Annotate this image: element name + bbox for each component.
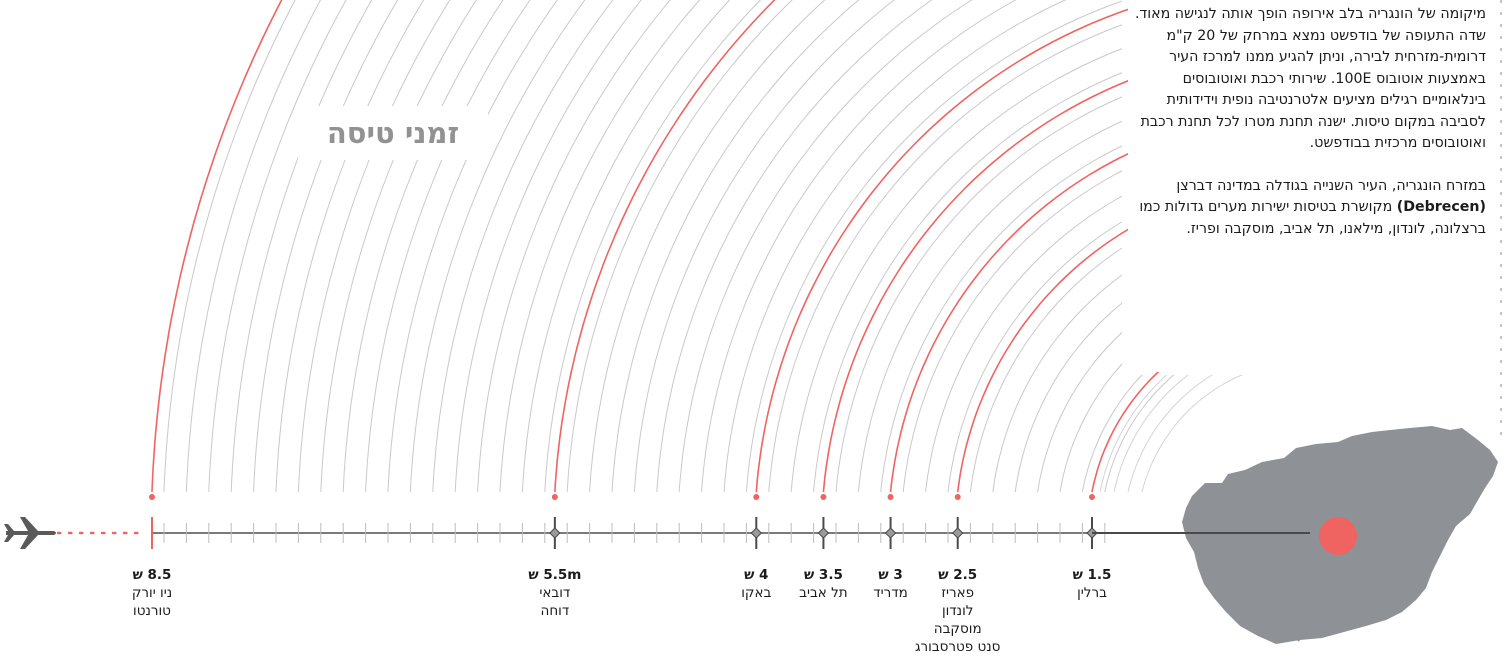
destination-city: סנט פטרסבורג [914, 639, 1001, 655]
gray-arc [589, 0, 826, 493]
destination-city: טורנטו [133, 603, 171, 619]
gray-arc [185, 0, 322, 493]
flight-label: 8.5 ש ניו יורק טורנטו [82, 566, 222, 620]
gray-arc [857, 83, 1254, 493]
flight-time: 4 ש [744, 567, 769, 583]
gray-arc [230, 0, 373, 493]
destination-city: פאריז [941, 585, 975, 601]
red-arc-5.5 [554, 0, 776, 493]
flight-label: 3 ש מדריד [821, 566, 961, 602]
flight-label: 5.5m ש דובאי דוחה [485, 566, 625, 620]
destination-dot [1089, 494, 1095, 500]
edge-dash-marks [1500, 0, 1502, 440]
destination-dot [753, 494, 760, 500]
gray-arc [925, 149, 1265, 493]
tick-diamond [884, 527, 897, 539]
gray-arc [432, 0, 614, 493]
gray-arc [320, 0, 477, 493]
flight-label: 4 ש באקו [686, 566, 826, 602]
tick-diamond [952, 527, 964, 539]
destination-dot [551, 494, 558, 500]
budapest-dot-icon [1319, 517, 1357, 555]
gray-arc [835, 59, 1269, 493]
gray-arc [365, 0, 531, 493]
flight-time: 3.5 ש [803, 567, 843, 583]
destination-dot [820, 494, 827, 500]
text-backdrop-top [1128, 0, 1505, 372]
destination-city: מוסקבה [933, 621, 982, 637]
destination-city: דוחה [540, 603, 570, 619]
gray-arc [947, 173, 1254, 493]
destination-city: ניו יורק [131, 585, 173, 601]
gray-arc [566, 0, 793, 493]
map-border-detail [1246, 430, 1449, 642]
diagram-title: זמני טיסה [326, 116, 460, 150]
destination-city: תל אביב [799, 585, 848, 601]
flight-time: 3 ש [878, 567, 903, 583]
destination-dot [149, 494, 155, 500]
gray-arc [521, 0, 731, 493]
destination-dot [887, 494, 894, 500]
gray-arc [387, 0, 558, 493]
flight-time: 2.5 ש [938, 567, 978, 583]
description-paragraph-1: מיקומה של הונגריה בלב אירופה הופך אותה ל… [1135, 6, 1486, 151]
flight-label: 1.5 ש ברלין [1022, 566, 1162, 602]
description-text: מיקומה של הונגריה בלב אירופה הופך אותה ל… [1128, 4, 1486, 261]
destination-city: מדריד [873, 585, 908, 601]
debrecen-name: (Debrecen) [1396, 199, 1486, 215]
gray-arc [1141, 365, 1269, 493]
description-paragraph-2: במזרח הונגריה, העיר השנייה בגודלה במדינה… [1139, 177, 1486, 237]
tick-diamond [817, 527, 830, 539]
diagram-title-box: זמני טיסה [298, 106, 488, 160]
gray-arc [678, 0, 973, 493]
gray-arc [208, 0, 347, 493]
gray-arc [163, 0, 296, 493]
gray-arc [633, 0, 895, 493]
flight-time: 8.5 ש [132, 567, 172, 583]
airplane-shape [4, 517, 56, 549]
destination-dot [954, 494, 961, 500]
gray-arc [477, 0, 671, 493]
gray-arc [544, 0, 762, 493]
gray-arc [880, 107, 1243, 493]
gray-arc [768, 0, 1217, 493]
gray-arc [656, 0, 933, 493]
gray-arc [499, 0, 701, 493]
flight-label: 3.5 ש תל אביב [753, 566, 893, 602]
gray-arc [611, 0, 860, 493]
tick-diamond [750, 527, 762, 539]
flight-label: 2.5 ש פאריז לונדון מוסקבה סנט פטרסבורג [888, 566, 1028, 656]
flight-time: 5.5m ש [528, 567, 582, 583]
destination-city: באקו [741, 585, 772, 601]
red-arc-2.5 [956, 179, 1287, 493]
gray-arc [701, 0, 1017, 493]
gray-arc [297, 0, 451, 493]
gray-arc [745, 0, 1127, 493]
red-arc-3.5 [822, 47, 1262, 493]
red-arc-3 [889, 113, 1275, 493]
red-arc-4 [755, 0, 1161, 493]
airplane-icon [4, 517, 56, 549]
gray-arc [253, 0, 399, 493]
gray-arc [813, 35, 1297, 493]
red-arc-8.5 [151, 0, 283, 493]
gray-arc [342, 0, 504, 493]
gray-arc [275, 0, 425, 493]
flight-time: 1.5 ש [1072, 567, 1112, 583]
destination-city: דובאי [539, 585, 571, 601]
gray-arc [454, 0, 642, 493]
gray-arc [790, 17, 1242, 493]
tick-diamond [549, 527, 561, 539]
gray-arc [723, 0, 1067, 493]
gray-arc [902, 125, 1283, 493]
destination-city: לונדון [941, 603, 974, 619]
gray-arc [409, 0, 586, 493]
destination-city: ברלין [1077, 585, 1107, 601]
